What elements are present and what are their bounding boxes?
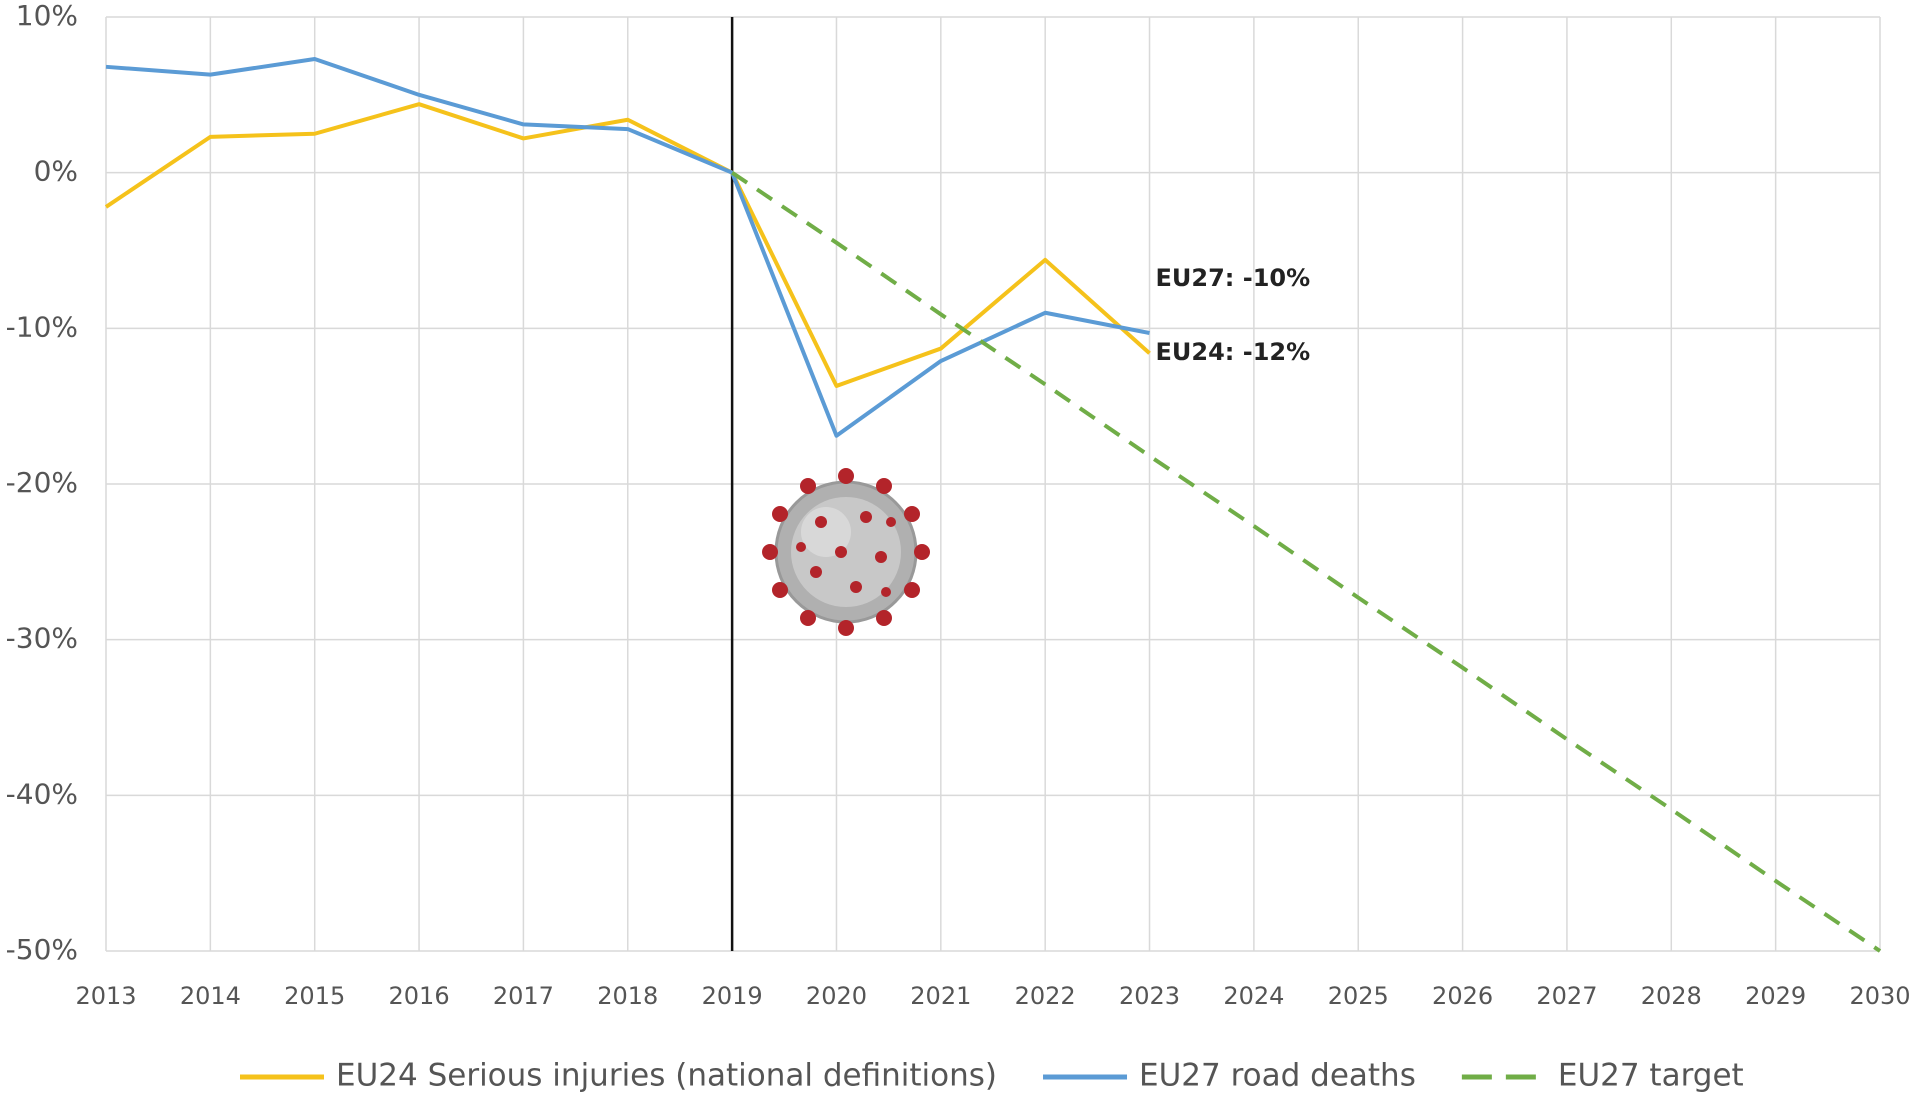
y-tick-label: -10% bbox=[6, 310, 78, 343]
x-tick-label: 2030 bbox=[1849, 982, 1910, 1010]
x-tick-label: 2015 bbox=[284, 982, 345, 1010]
x-tick-label: 2021 bbox=[910, 982, 971, 1010]
legend-label: EU27 road deaths bbox=[1139, 1058, 1416, 1094]
x-tick-label: 2013 bbox=[75, 982, 136, 1010]
x-tick-label: 2014 bbox=[180, 982, 241, 1010]
legend-label: EU27 target bbox=[1558, 1058, 1744, 1094]
x-tick-label: 2028 bbox=[1641, 982, 1702, 1010]
y-tick-label: 10% bbox=[16, 0, 78, 32]
y-tick-label: -20% bbox=[6, 466, 78, 499]
x-tick-label: 2024 bbox=[1223, 982, 1284, 1010]
x-tick-label: 2023 bbox=[1119, 982, 1180, 1010]
x-tick-label: 2025 bbox=[1328, 982, 1389, 1010]
x-tick-label: 2018 bbox=[597, 982, 658, 1010]
x-tick-label: 2026 bbox=[1432, 982, 1493, 1010]
y-tick-label: 0% bbox=[34, 155, 78, 188]
y-tick-label: -40% bbox=[6, 777, 78, 810]
annotation: EU27: -10% bbox=[1156, 264, 1311, 292]
x-tick-label: 2019 bbox=[702, 982, 763, 1010]
x-tick-label: 2017 bbox=[493, 982, 554, 1010]
x-tick-label: 2016 bbox=[389, 982, 450, 1010]
y-tick-label: -50% bbox=[6, 933, 78, 966]
chart: -50% -40% -30% -20% -10% 0% 10% 2013 2014 2015 201… bbox=[0, 0, 1911, 1099]
x-tick-label: 2020 bbox=[806, 982, 867, 1010]
annotation: EU24: -12% bbox=[1156, 338, 1311, 366]
x-tick-label: 2029 bbox=[1745, 982, 1806, 1010]
x-tick-label: 2027 bbox=[1536, 982, 1597, 1010]
x-tick-label: 2022 bbox=[1015, 982, 1076, 1010]
legend-label: EU24 Serious injuries (national definiti… bbox=[336, 1058, 997, 1094]
y-tick-label: -30% bbox=[6, 622, 78, 655]
virus-icon bbox=[762, 468, 930, 636]
